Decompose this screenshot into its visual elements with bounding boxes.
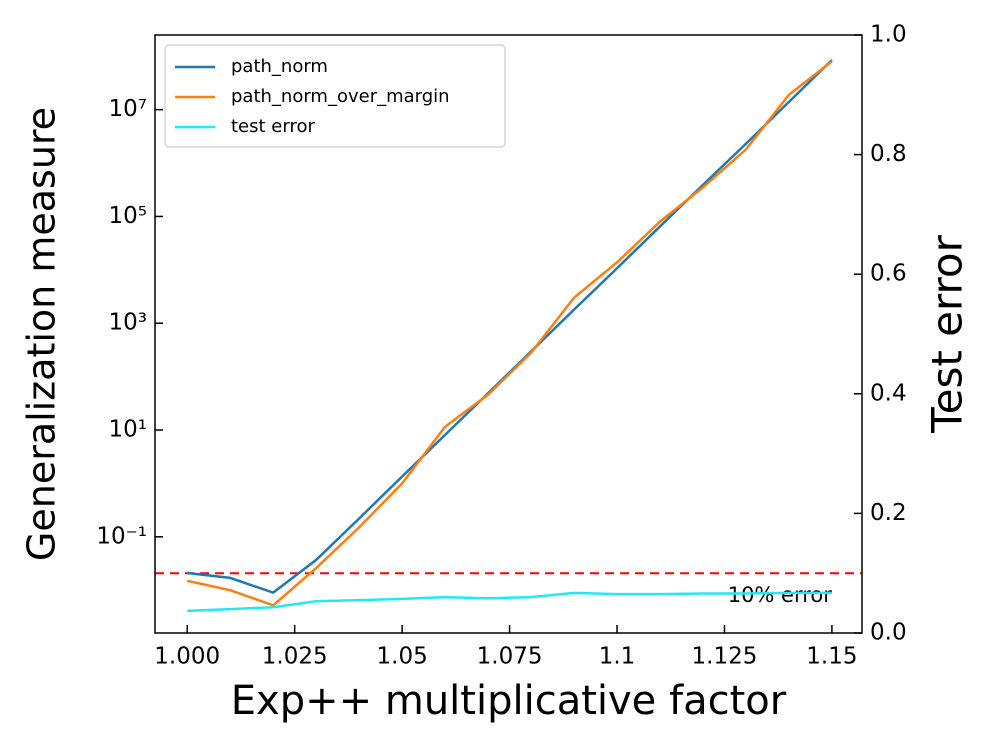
y2-tick-label: 1.0 xyxy=(870,22,907,48)
y-tick-label: 10⁻¹ xyxy=(96,523,147,549)
y-axis-label: Generalization measure xyxy=(20,107,64,561)
legend-box xyxy=(164,44,506,148)
y-tick-label: 10³ xyxy=(109,310,148,336)
x-tick-label: 1.125 xyxy=(692,644,758,670)
plot-frame xyxy=(154,34,863,634)
y2-tick-label: 0.2 xyxy=(870,500,907,526)
x-tick-label: 1.075 xyxy=(477,644,543,670)
y-tick-label: 10⁷ xyxy=(109,96,148,122)
y2-tick-label: 0.0 xyxy=(870,620,907,646)
x-tick-label: 1.1 xyxy=(599,644,636,670)
legend-label: path_norm_over_margin xyxy=(231,86,450,107)
y2-axis-label: Test error xyxy=(923,234,972,433)
legend-label: path_norm xyxy=(231,56,328,77)
x-tick-label: 1.05 xyxy=(377,644,428,670)
x-tick-label: 1.15 xyxy=(806,644,857,670)
y2-tick-label: 0.4 xyxy=(870,380,907,406)
y-tick-label: 10⁵ xyxy=(109,203,148,229)
series-line xyxy=(186,60,833,607)
legend-label: test error xyxy=(231,116,315,137)
x-tick-label: 1.000 xyxy=(154,644,220,670)
x-axis-label: Exp++ multiplicative factor xyxy=(231,678,787,724)
y2-tick-label: 0.8 xyxy=(870,141,907,167)
y-tick-label: 10¹ xyxy=(109,417,148,443)
x-tick-label: 1.025 xyxy=(262,644,328,670)
series-line xyxy=(187,591,832,613)
y2-tick-label: 0.6 xyxy=(870,261,907,287)
reference-label: 10% error xyxy=(728,583,833,607)
